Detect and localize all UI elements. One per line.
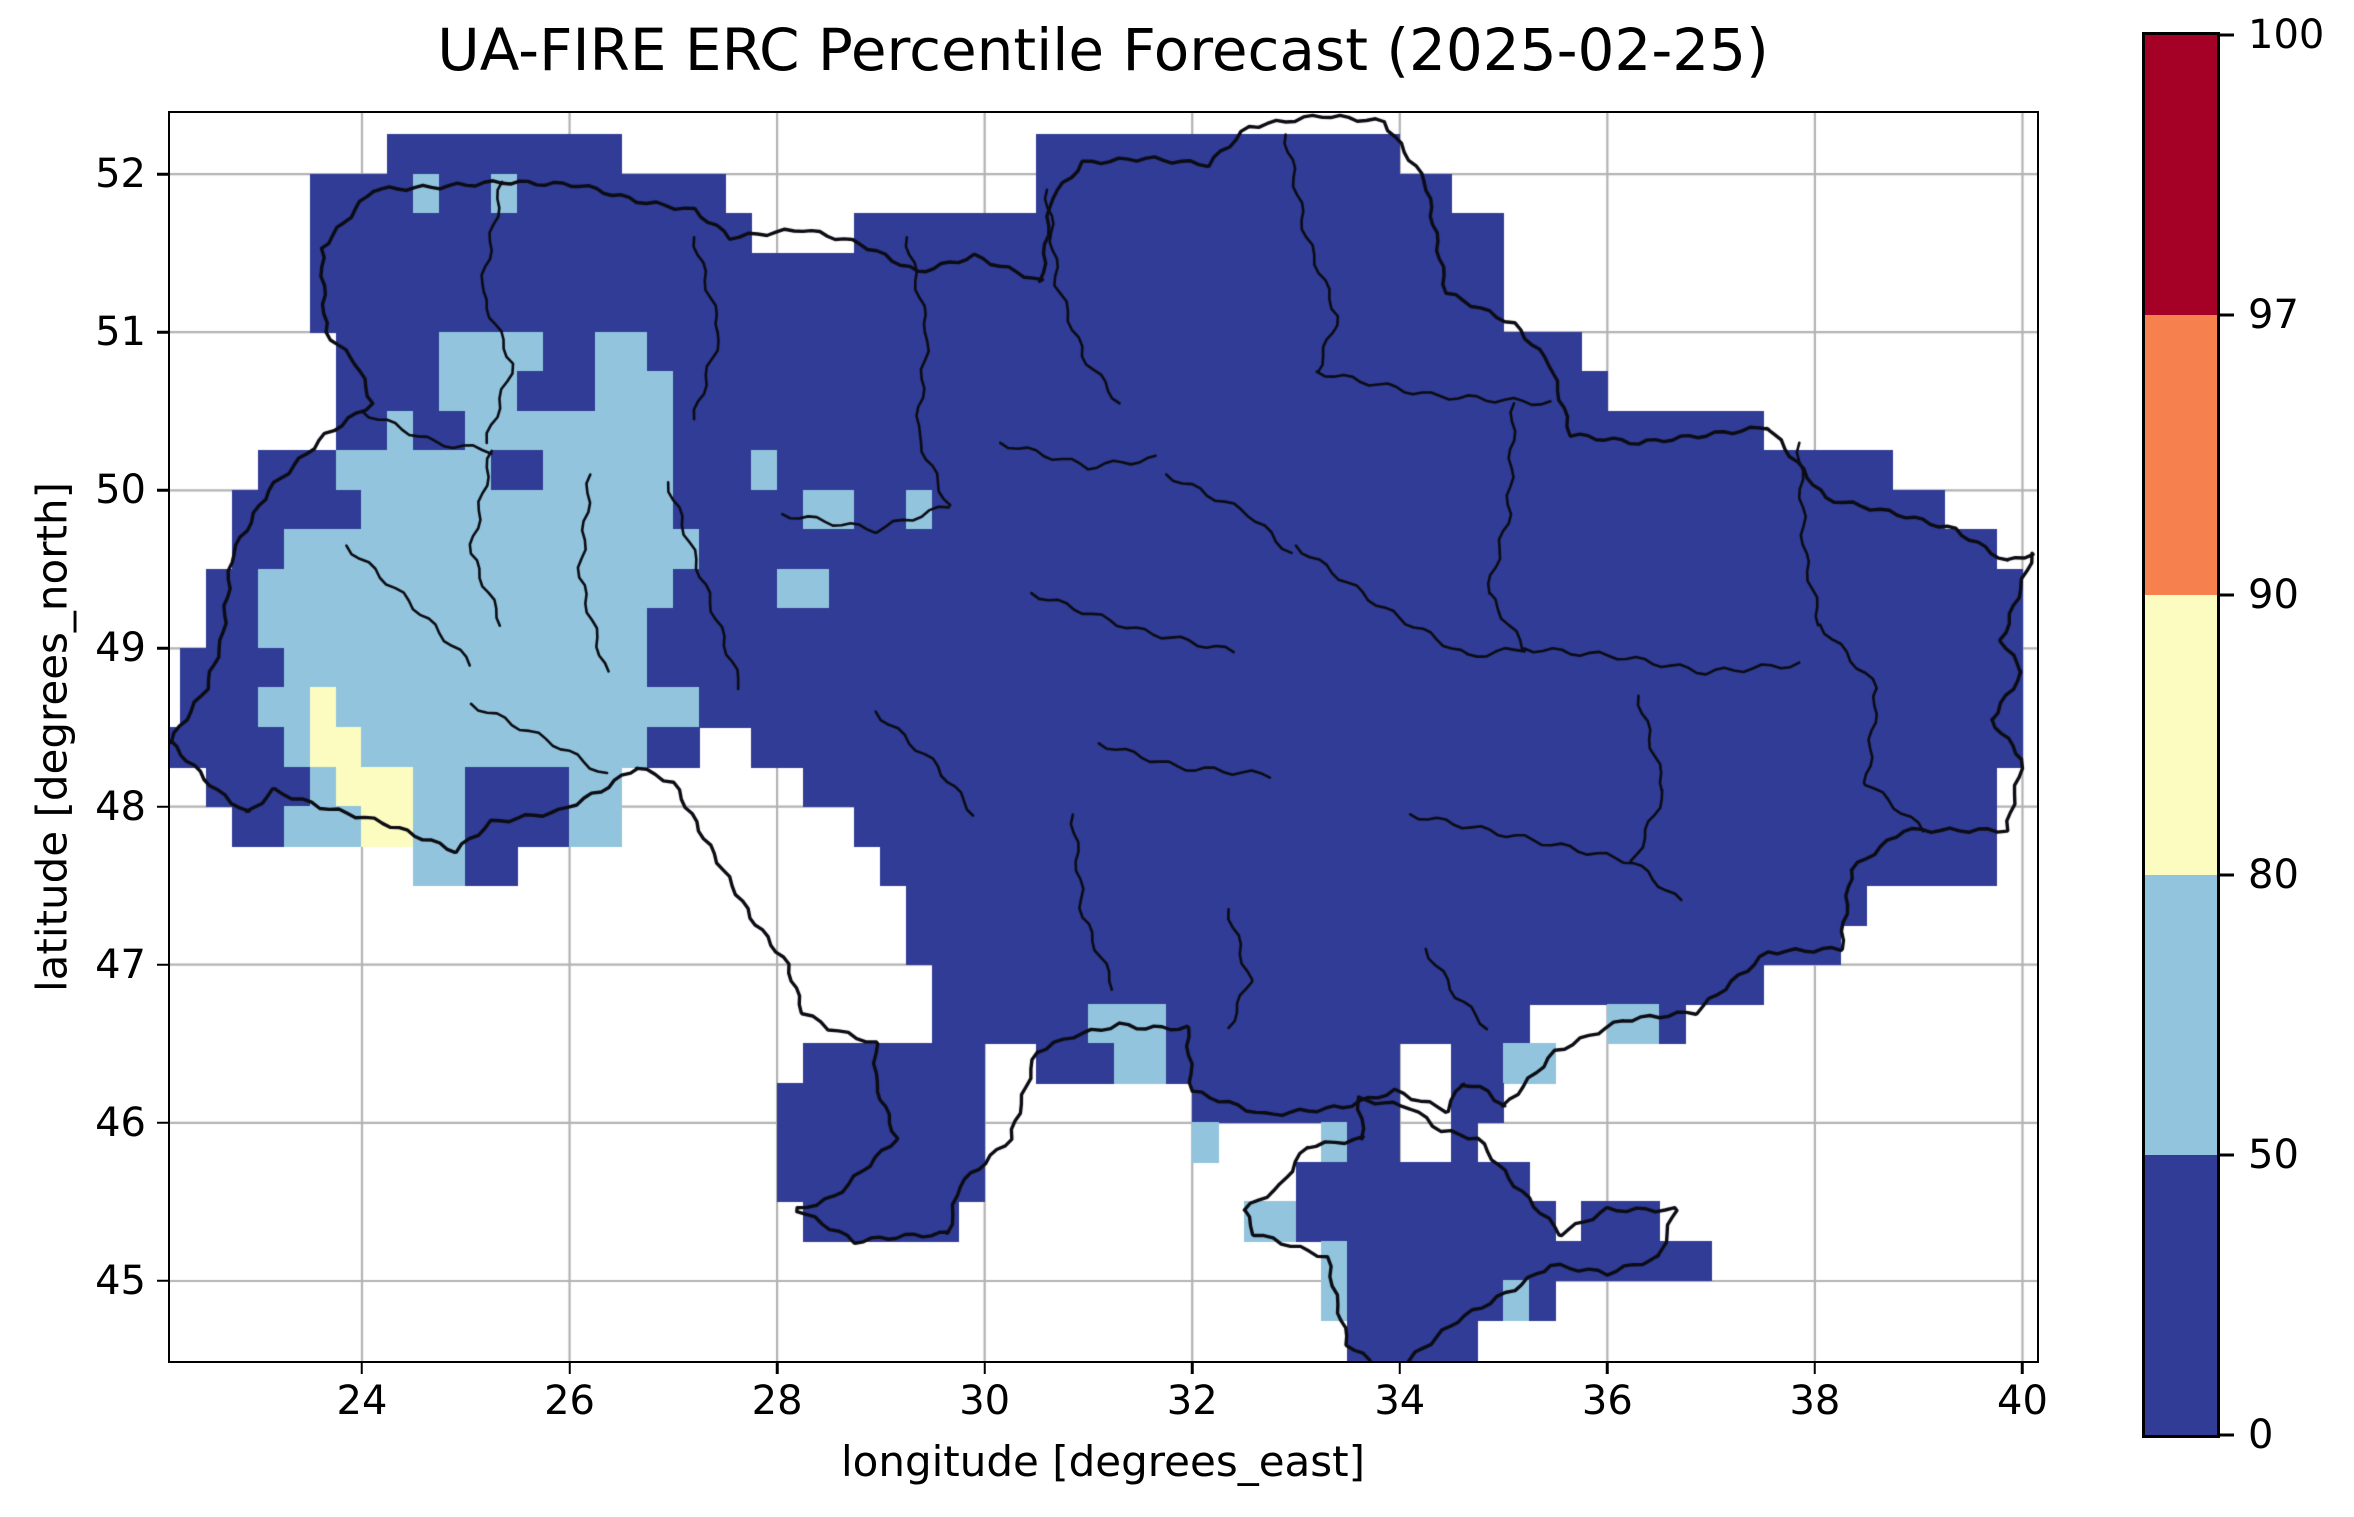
y-tick (157, 963, 170, 966)
colorbar-tick (2220, 873, 2234, 877)
x-tick (1813, 1361, 1817, 1374)
x-tick-label: 32 (1166, 1378, 1218, 1424)
ukraine-percentile-map (170, 113, 2037, 1361)
x-tick-label: 34 (1374, 1378, 1426, 1424)
x-tick (775, 1361, 779, 1374)
x-tick (2021, 1361, 2024, 1374)
y-axis-label: latitude [degrees_north] (27, 482, 77, 992)
y-tick (157, 172, 170, 176)
colorbar-tick (2220, 1433, 2234, 1437)
y-tick-label: 48 (95, 783, 146, 830)
y-tick-label: 49 (95, 625, 146, 672)
y-tick-label: 51 (95, 309, 146, 356)
colorbar-tick-label: 90 (2248, 572, 2299, 618)
colorbar-tick-label: 50 (2248, 1132, 2299, 1178)
x-tick-label: 40 (1997, 1378, 2048, 1424)
x-tick (1190, 1361, 1194, 1374)
x-tick-label: 36 (1581, 1378, 1633, 1424)
colorbar-segment (2145, 595, 2217, 875)
colorbar-tick (2220, 33, 2234, 37)
plot-frame (167, 110, 2039, 1363)
y-tick-label: 46 (95, 1099, 146, 1146)
y-tick-label: 50 (95, 467, 146, 514)
colorbar-segment (2145, 875, 2217, 1155)
colorbar-tick-label: 100 (2248, 12, 2325, 58)
y-tick (157, 1121, 170, 1125)
x-tick (1606, 1361, 1609, 1374)
x-axis-label: longitude [degrees_east] (840, 1437, 1366, 1486)
x-tick (1398, 1361, 1402, 1374)
colorbar-tick (2220, 1153, 2234, 1157)
x-tick-label: 26 (544, 1378, 595, 1424)
colorbar-segment (2145, 1155, 2217, 1435)
y-tick (157, 647, 170, 650)
x-tick-label: 28 (751, 1378, 803, 1424)
y-tick-label: 47 (95, 941, 146, 988)
x-tick (568, 1361, 571, 1374)
x-tick-label: 30 (959, 1378, 1011, 1424)
y-tick (157, 489, 170, 492)
x-tick-label: 24 (336, 1378, 388, 1424)
x-tick (983, 1361, 986, 1374)
y-tick (157, 1279, 170, 1283)
colorbar-tick-label: 80 (2248, 852, 2299, 898)
x-tick (360, 1361, 364, 1374)
x-tick-label: 38 (1789, 1378, 1841, 1424)
colorbar-tick-label: 0 (2248, 1412, 2274, 1458)
colorbar-segment (2145, 35, 2217, 315)
y-tick (157, 805, 170, 808)
page-title: UA-FIRE ERC Percentile Forecast (2025-02… (437, 16, 1769, 84)
y-tick-label: 45 (95, 1257, 146, 1304)
colorbar-segment (2145, 315, 2217, 595)
colorbar-tick (2220, 313, 2234, 317)
colorbar-tick (2220, 593, 2234, 597)
colorbar (2142, 32, 2220, 1438)
y-tick-label: 52 (95, 151, 146, 198)
y-tick (157, 330, 170, 334)
colorbar-tick-label: 97 (2248, 292, 2299, 338)
